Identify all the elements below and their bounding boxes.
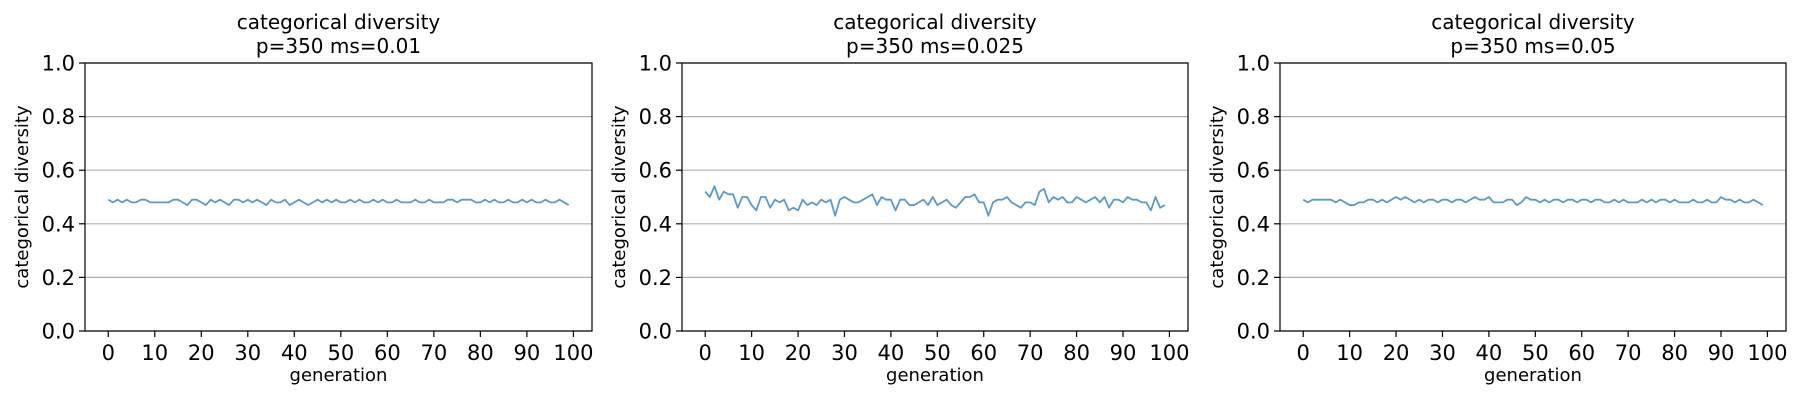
axes-frame [84,62,593,332]
x-tick-label: 40 [281,341,308,365]
chart-title: categorical diversity [1431,10,1635,34]
x-tick-label: 70 [420,341,447,365]
chart-title: categorical diversity [237,10,441,34]
y-tick-label: 0.4 [639,212,672,236]
y-tick-label: 0.4 [1237,212,1270,236]
x-tick-label: 10 [141,341,168,365]
x-tick-label: 50 [327,341,354,365]
chart-title: categorical diversity [833,10,1037,34]
x-tick-label: 60 [374,341,401,365]
y-tick-label: 0.6 [639,159,672,183]
y-axis-label: categorical diversity [1207,105,1228,289]
x-tick-label: 70 [1615,341,1642,365]
x-tick-label: 100 [1747,341,1787,365]
x-tick-label: 20 [1383,341,1410,365]
chart-subtitle: p=350 ms=0.01 [256,34,421,58]
x-tick-label: 80 [467,341,494,365]
y-tick-label: 0.4 [42,212,75,236]
series-line [1302,196,1764,206]
x-tick-label: 30 [1429,341,1456,365]
x-tick-label: 90 [1110,341,1137,365]
y-tick-label: 1.0 [1237,52,1270,76]
y-tick-label: 1.0 [42,52,75,76]
x-tick-label: 70 [1017,341,1044,365]
y-tick-label: 0.0 [1237,320,1270,344]
x-tick-label: 50 [924,341,951,365]
chart-panel-1: 0.0 0.2 0.4 0.6 0.8 1.0 0 10 20 30 40 50 60 70 80 90 100… [12,10,593,386]
chart-subtitle: p=350 ms=0.05 [1450,34,1615,58]
axes-frame [1279,62,1787,332]
x-tick-label: 60 [970,341,997,365]
y-tick-label: 0.6 [42,159,75,183]
x-tick-label: 10 [1336,341,1363,365]
x-tick-label: 100 [553,341,593,365]
y-tick-label: 0.2 [639,266,672,290]
x-tick-label: 0 [699,341,712,365]
x-tick-label: 40 [878,341,905,365]
x-tick-label: 20 [785,341,812,365]
series-line [704,185,1166,217]
x-tick-label: 80 [1661,341,1688,365]
series-line [107,198,570,206]
x-tick-label: 80 [1063,341,1090,365]
x-tick-label: 90 [514,341,541,365]
x-tick-label: 90 [1708,341,1735,365]
y-tick-label: 0.8 [1237,105,1270,129]
y-tick-label: 0.0 [42,320,75,344]
x-tick-label: 10 [738,341,765,365]
x-tick-label: 40 [1476,341,1503,365]
x-tick-label: 20 [188,341,215,365]
y-tick-label: 0.0 [639,320,672,344]
x-tick-label: 60 [1568,341,1595,365]
y-tick-label: 0.6 [1237,159,1270,183]
axes-frame [681,62,1189,332]
y-axis-label: categorical diversity [12,105,33,289]
y-tick-label: 0.2 [42,266,75,290]
x-tick-label: 30 [831,341,858,365]
y-tick-label: 1.0 [639,52,672,76]
x-tick-label: 30 [234,341,261,365]
x-tick-label: 50 [1522,341,1549,365]
x-tick-label: 0 [1297,341,1310,365]
y-tick-label: 0.2 [1237,266,1270,290]
y-axis-label: categorical diversity [609,105,630,289]
chart-panel-3: 0.0 0.2 0.4 0.6 0.8 1.0 0 10 20 30 40 50 60 70 80 90 100… [1207,10,1787,386]
x-tick-label: 100 [1149,341,1189,365]
x-axis-label: generation [1484,365,1582,386]
chart-subtitle: p=350 ms=0.025 [846,34,1024,58]
chart-panel-2: 0.0 0.2 0.4 0.6 0.8 1.0 0 10 20 30 40 50 60 70 80 90 100… [609,10,1189,386]
x-axis-label: generation [886,365,984,386]
x-tick-label: 0 [102,341,115,365]
y-tick-label: 0.8 [639,105,672,129]
y-tick-label: 0.8 [42,105,75,129]
x-axis-label: generation [290,365,388,386]
